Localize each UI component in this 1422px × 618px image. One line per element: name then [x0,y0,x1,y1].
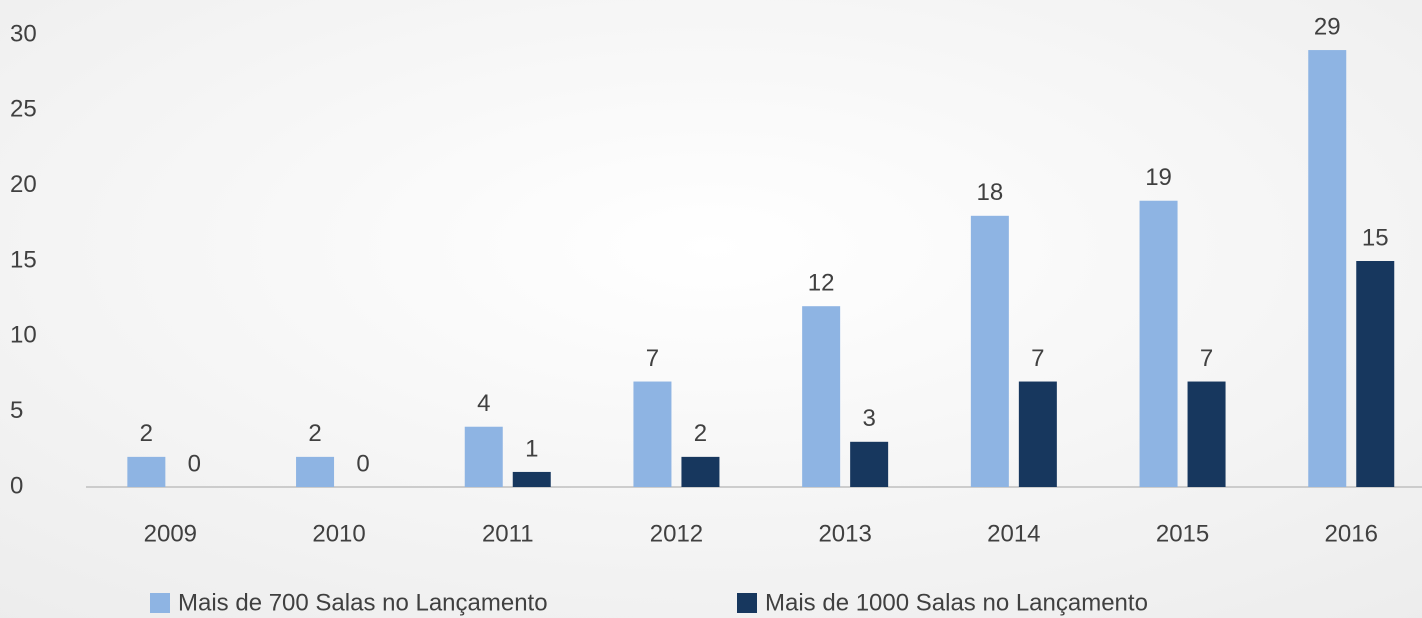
bar [296,456,335,487]
y-tick-label: 0 [10,472,23,499]
data-label: 7 [646,345,659,372]
data-label: 18 [976,179,1003,206]
data-label: 0 [356,450,369,477]
bar [1308,50,1347,488]
bar [1018,381,1057,487]
y-tick-label: 30 [10,20,37,47]
bar [1356,261,1395,487]
legend-swatch [150,593,170,613]
data-label: 7 [1031,345,1044,372]
bar [633,381,672,487]
data-label: 7 [1200,345,1213,372]
data-label: 2 [140,420,153,447]
x-tick-label: 2014 [987,520,1040,547]
x-tick-label: 2011 [482,520,534,547]
x-tick-label: 2015 [1156,520,1209,547]
legend-label: Mais de 700 Salas no Lançamento [178,589,548,616]
x-tick-label: 2010 [312,520,365,547]
x-tick-label: 2009 [144,520,197,547]
data-label: 3 [862,405,875,432]
y-tick-label: 15 [10,246,37,273]
data-label: 4 [477,390,490,417]
bar [802,306,841,487]
x-tick-label: 2012 [650,520,703,547]
y-tick-label: 5 [10,397,23,424]
data-label: 29 [1314,13,1341,40]
data-label: 19 [1145,164,1172,191]
bar [681,456,720,487]
bar [1187,381,1226,487]
bar [464,426,503,487]
legend-swatch [737,593,757,613]
bar [970,215,1009,488]
data-label: 2 [308,420,321,447]
y-tick-label: 25 [10,96,37,123]
bar [127,456,166,487]
data-label: 12 [808,270,835,297]
data-label: 1 [525,435,538,462]
bar [850,441,889,487]
data-label: 15 [1362,224,1389,251]
x-tick-label: 2013 [818,520,871,547]
bar [1139,200,1178,487]
y-tick-label: 10 [10,322,37,349]
y-tick-label: 20 [10,171,37,198]
bar [512,471,551,487]
data-label: 0 [188,450,201,477]
x-tick-label: 2016 [1325,520,1378,547]
legend-label: Mais de 1000 Salas no Lançamento [765,589,1148,616]
data-label: 2 [694,420,707,447]
